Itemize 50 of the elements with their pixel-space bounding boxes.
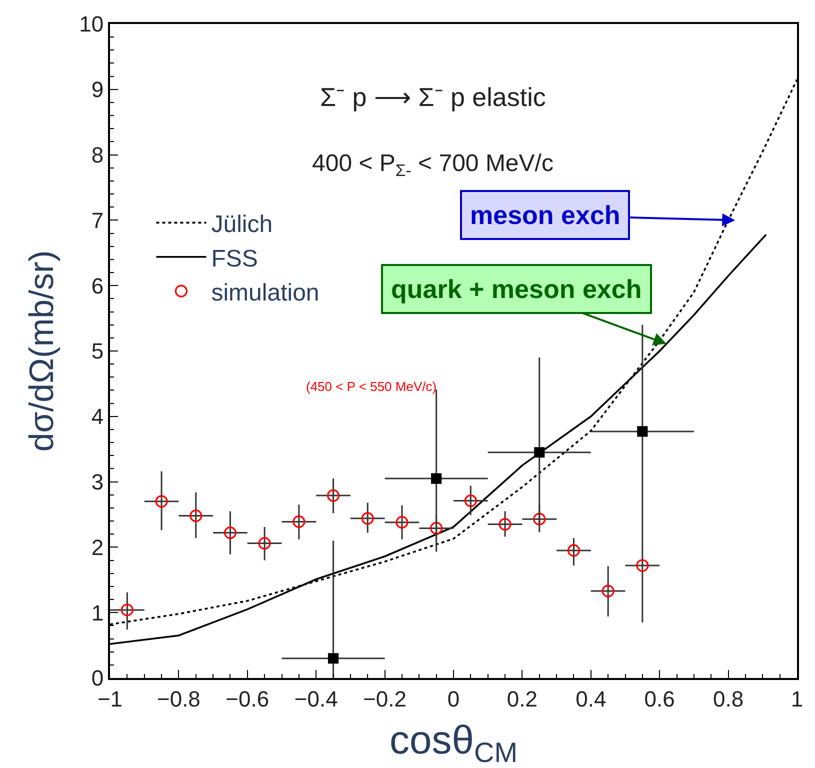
y-tick-label: 9 [91,77,104,102]
x-tick-label: −0.6 [226,686,270,712]
point [431,473,442,484]
annotation: meson exch [470,200,620,230]
x-tick-label: −0.8 [156,686,200,712]
annotation: quark + meson exch [391,274,642,304]
y-tick-label: 4 [91,404,104,430]
y-tick-label: 7 [91,208,104,233]
x-tick-label: −0.2 [363,686,407,712]
y-tick-label: 3 [91,470,104,494]
annotation: 400 < P$_{Σ-}$ < 700 MeV/c [312,150,554,180]
point [534,447,545,458]
y-tick-label: 5 [91,338,104,364]
point [602,584,614,598]
point [396,516,408,529]
y-axis-title: dσ/dΩ(mb/sr) [23,250,62,452]
x-tick-label: 0.6 [644,686,675,712]
point [361,512,374,525]
legend-label: simulation [211,279,320,306]
annotation: Σ⁻ p ⟶ Σ⁻ p elastic [320,82,546,112]
legend-label: FSS [211,245,258,272]
point [258,536,271,550]
point [464,494,477,508]
x-tick-label: 0.8 [713,686,744,712]
point [636,559,649,572]
point [498,518,512,531]
legend-label: Jülich [211,211,273,238]
annotation: (450 < P < 550 MeV/c) [306,379,437,394]
point [567,544,580,557]
point [120,604,134,616]
point [637,426,648,437]
x-axis-title: cosθ$_{CM}$ [389,718,518,768]
point [292,515,306,528]
point [533,512,546,526]
y-tick-label: 8 [91,142,104,168]
x-tick-label: 0.2 [506,686,538,712]
x-tick-label: 0.4 [576,686,606,712]
y-tick-label: 6 [91,273,104,298]
point [328,653,339,664]
x-tick-label: 1 [790,686,804,712]
x-tick-label: −0.4 [294,686,338,712]
point [155,495,168,508]
point [190,510,202,522]
point [224,526,237,540]
y-tick-label: 1 [91,600,104,626]
y-tick-label: 2 [91,534,104,560]
x-tick-label: 0 [447,686,460,712]
point [430,522,443,535]
point [326,489,340,502]
y-tick-label: 10 [79,12,104,37]
